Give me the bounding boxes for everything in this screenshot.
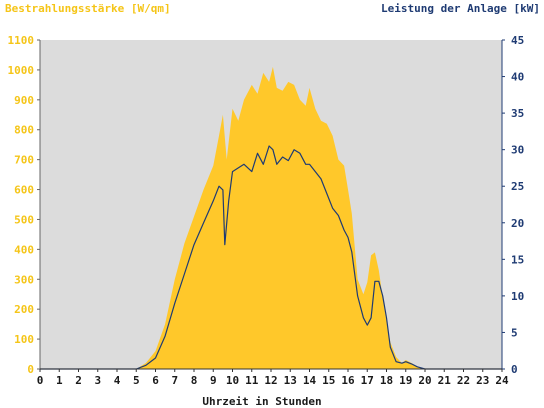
- x-tick-label: 13: [284, 374, 297, 387]
- y-right-tick-label: 20: [511, 217, 524, 230]
- y-right-tick-label: 45: [511, 34, 524, 47]
- y-left-tick-label: 1100: [8, 34, 35, 47]
- axis-layer: 0100200300400500600700800900100011000510…: [8, 34, 525, 387]
- x-tick-label: 4: [114, 374, 121, 387]
- x-tick-label: 18: [380, 374, 393, 387]
- x-axis-title: Uhrzeit in Stunden: [202, 395, 321, 408]
- y-left-tick-label: 600: [14, 184, 34, 197]
- x-tick-label: 8: [191, 374, 198, 387]
- y-right-tick-label: 40: [511, 71, 524, 84]
- x-tick-label: 11: [245, 374, 259, 387]
- y-right-tick-label: 25: [511, 180, 524, 193]
- y-left-tick-label: 400: [14, 243, 34, 256]
- x-tick-label: 10: [226, 374, 239, 387]
- y-left-tick-label: 200: [14, 303, 34, 316]
- x-tick-label: 0: [37, 374, 44, 387]
- x-tick-label: 22: [457, 374, 470, 387]
- x-tick-label: 15: [322, 374, 335, 387]
- y-left-tick-label: 100: [14, 333, 34, 346]
- y-left-tick-label: 300: [14, 273, 34, 286]
- x-tick-label: 19: [399, 374, 412, 387]
- x-tick-label: 5: [133, 374, 140, 387]
- y-right-tick-label: 15: [511, 253, 524, 266]
- y-right-tick-label: 30: [511, 144, 524, 157]
- x-tick-label: 24: [495, 374, 509, 387]
- x-tick-label: 9: [210, 374, 217, 387]
- x-tick-label: 17: [361, 374, 374, 387]
- x-tick-label: 20: [418, 374, 431, 387]
- x-tick-label: 21: [438, 374, 452, 387]
- x-tick-label: 14: [303, 374, 317, 387]
- x-tick-label: 1: [56, 374, 63, 387]
- y-right-tick-label: 5: [511, 326, 518, 339]
- x-tick-label: 7: [171, 374, 178, 387]
- y-left-tick-label: 500: [14, 213, 34, 226]
- x-tick-label: 2: [75, 374, 82, 387]
- x-tick-label: 23: [476, 374, 489, 387]
- left-axis-title: Bestrahlungsstärke [W/qm]: [5, 2, 171, 15]
- irradiance-area-series: [40, 66, 502, 370]
- y-left-tick-label: 900: [14, 94, 34, 107]
- y-right-tick-label: 35: [511, 107, 524, 120]
- y-left-tick-label: 1000: [8, 64, 35, 77]
- series-layer: [40, 66, 502, 370]
- right-axis-title: Leistung der Anlage [kW]: [381, 2, 540, 15]
- x-tick-label: 16: [341, 374, 355, 387]
- y-left-tick-label: 700: [14, 154, 34, 167]
- y-right-tick-label: 0: [511, 363, 518, 376]
- power-line-series: [40, 145, 502, 370]
- y-left-tick-label: 800: [14, 124, 34, 137]
- x-tick-label: 3: [94, 374, 101, 387]
- y-left-tick-label: 0: [27, 363, 34, 376]
- x-tick-label: 12: [264, 374, 277, 387]
- y-right-tick-label: 10: [511, 290, 524, 303]
- x-tick-label: 6: [152, 374, 159, 387]
